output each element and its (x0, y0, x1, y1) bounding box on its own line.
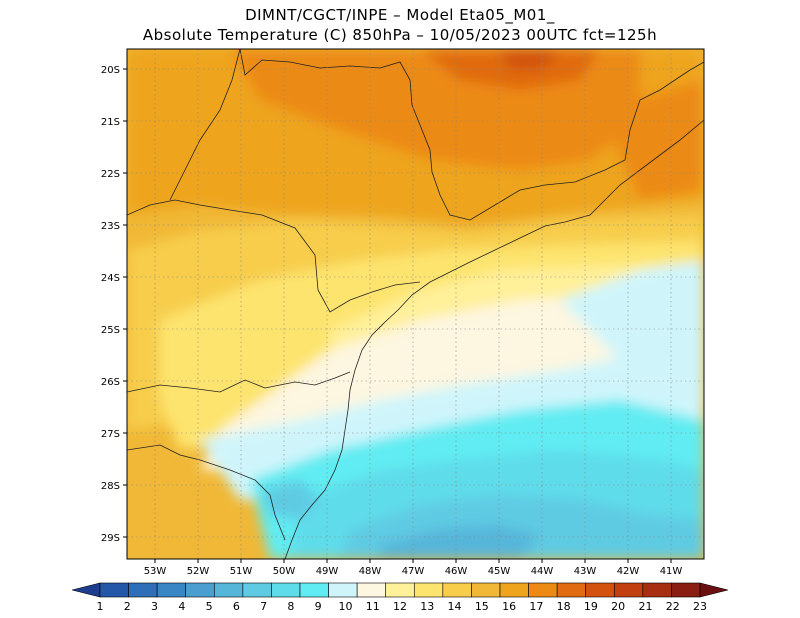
colorbar-swatch (385, 582, 415, 598)
coastline-and-borders (127, 49, 704, 559)
colorbar-label: 18 (557, 600, 571, 613)
temperature-field (127, 49, 704, 559)
colorbar-swatch (328, 582, 358, 598)
lon-label: 49W (316, 566, 339, 577)
lon-label: 50W (273, 566, 296, 577)
colorbar-swatch (413, 582, 444, 598)
colorbar-label: 22 (666, 600, 680, 613)
colorbar-label: 1 (97, 600, 104, 613)
lat-label: 22S (101, 169, 120, 180)
colorbar-label: 19 (584, 600, 598, 613)
lat-label: 24S (101, 273, 120, 284)
colorbar-swatch (642, 582, 672, 598)
colorbar-label: 2 (124, 600, 131, 613)
colorbar-swatch (99, 582, 129, 598)
colorbar-label: 5 (206, 600, 213, 613)
colorbar-swatch (242, 582, 272, 598)
colorbar-label: 8 (287, 600, 294, 613)
colorbar-swatch (442, 582, 472, 598)
map-title-line-2: Absolute Temperature (C) 850hPa – 10/05/… (142, 26, 658, 44)
colorbar-swatch (613, 582, 644, 598)
lat-label: 25S (101, 325, 120, 336)
colorbar-swatch (128, 582, 158, 598)
lon-labels: 53W 52W 51W 50W 49W 48W 47W 46W 45W 44W … (144, 566, 683, 577)
lon-label: 42W (617, 566, 640, 577)
colorbar-swatch (671, 582, 701, 598)
lon-label: 43W (574, 566, 597, 577)
colorbar-swatch (356, 582, 387, 598)
colorbar-label: 9 (315, 600, 322, 613)
graticule (127, 49, 704, 559)
lon-label: 44W (531, 566, 554, 577)
colorbar-swatch (528, 582, 558, 598)
lat-label: 23S (101, 221, 120, 232)
lat-label: 27S (101, 429, 120, 440)
colorbar-swatch (185, 582, 215, 598)
colorbar-label: 14 (448, 600, 462, 613)
lon-label: 48W (359, 566, 382, 577)
colorbar-label: 4 (178, 600, 185, 613)
lat-label: 21S (101, 117, 120, 128)
colorbar-swatch (556, 582, 587, 598)
colorbar-label: 12 (393, 600, 407, 613)
lat-label: 20S (101, 65, 120, 76)
colorbar-label: 20 (611, 600, 625, 613)
map-frame (126, 48, 705, 560)
colorbar-label: 7 (260, 600, 267, 613)
lat-label: 28S (101, 481, 120, 492)
lon-label: 46W (445, 566, 468, 577)
colorbar-arrow-low (71, 582, 101, 598)
colorbar-label: 16 (502, 600, 516, 613)
colorbar-swatch (213, 582, 244, 598)
colorbar-label: 21 (638, 600, 652, 613)
colorbar-label: 23 (693, 600, 707, 613)
lon-label: 47W (402, 566, 425, 577)
lon-label: 53W (144, 566, 167, 577)
colorbar: 1 2 3 4 5 6 7 8 9 10 11 12 13 14 15 16 17 18 19 20 21 22 23 (71, 582, 729, 613)
lat-label: 26S (101, 377, 120, 388)
colorbar-swatch (585, 582, 615, 598)
lat-labels: 20S 21S 22S 23S 24S 25S 26S 27S 28S 29S (101, 65, 120, 544)
lon-ticks (154, 559, 672, 563)
lat-ticks (123, 68, 127, 538)
colorbar-swatch (156, 582, 187, 598)
lon-label: 45W (488, 566, 511, 577)
colorbar-label: 13 (420, 600, 434, 613)
colorbar-label: 11 (366, 600, 380, 613)
lon-label: 41W (660, 566, 683, 577)
colorbar-label: 17 (529, 600, 543, 613)
colorbar-label: 15 (475, 600, 489, 613)
colorbar-swatch (499, 582, 529, 598)
map-title-line-1: DIMNT/CGCT/INPE – Model Eta05_M01_ (245, 6, 555, 24)
colorbar-swatch (271, 582, 301, 598)
colorbar-label: 10 (338, 600, 352, 613)
colorbar-arrow-high (699, 582, 729, 598)
colorbar-swatch (471, 582, 501, 598)
colorbar-label: 6 (233, 600, 240, 613)
colorbar-swatch (299, 582, 329, 598)
lon-label: 52W (187, 566, 210, 577)
lon-label: 51W (230, 566, 253, 577)
lat-label: 29S (101, 533, 120, 544)
colorbar-label: 3 (151, 600, 158, 613)
